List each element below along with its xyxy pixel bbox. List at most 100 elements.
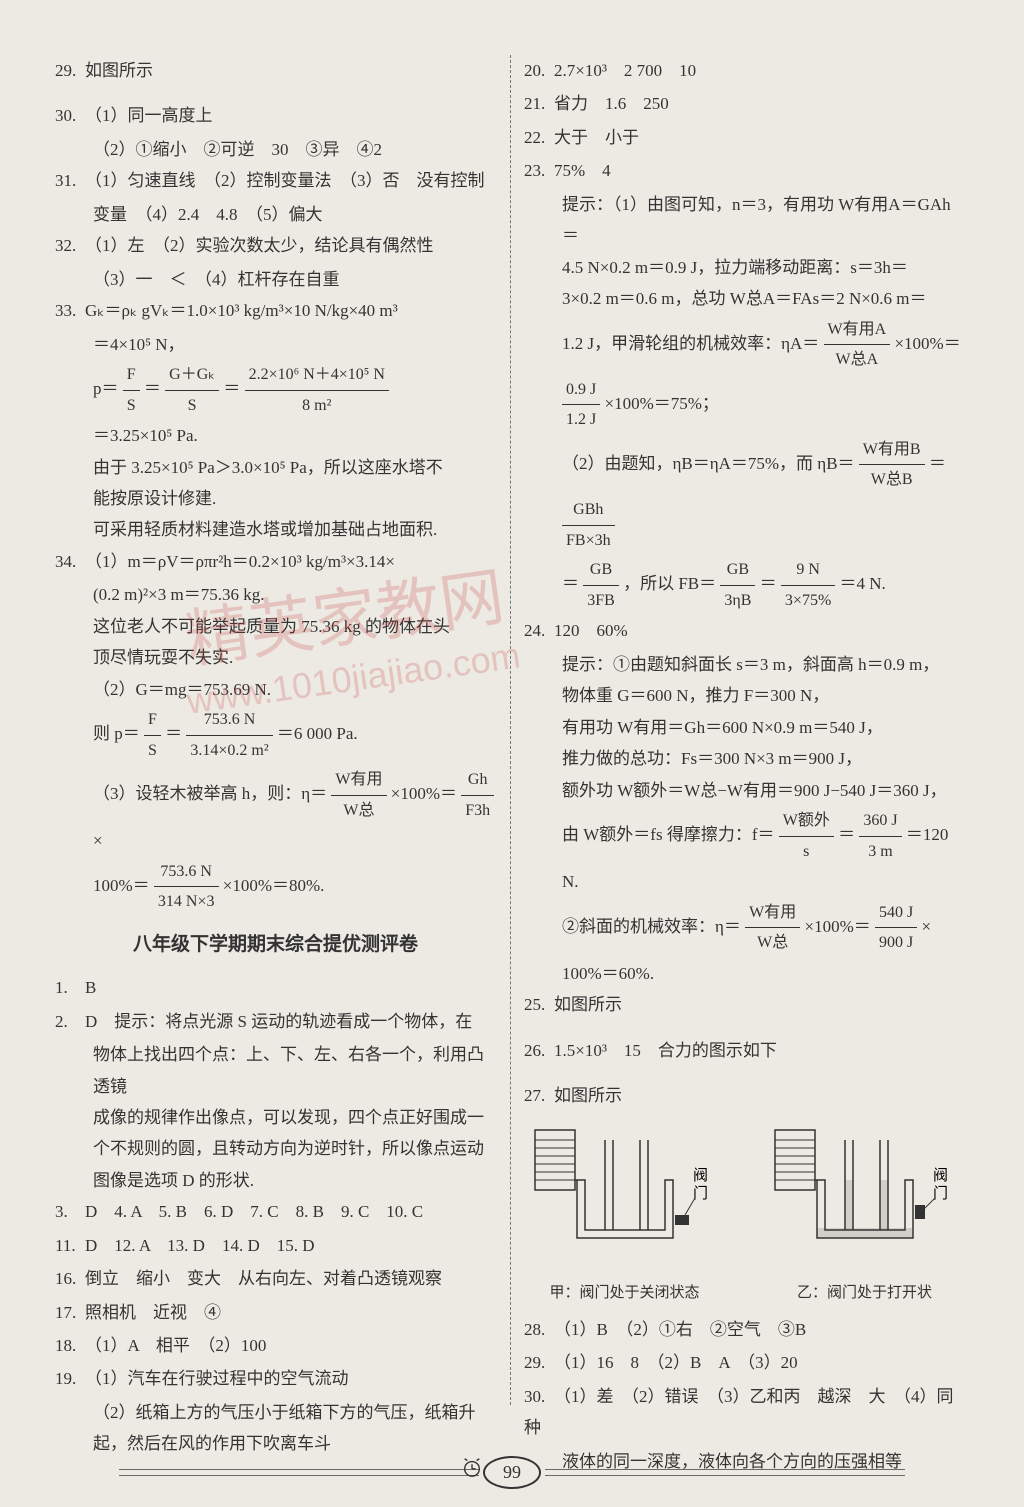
- frac-n: W有用: [745, 898, 800, 929]
- a25-t: 如图所示: [554, 995, 622, 1014]
- frac-d: 3×75%: [781, 586, 835, 616]
- a17: 17.照相机 近视 ④: [55, 1297, 496, 1328]
- q33-l2: ＝4×10⁵ N，: [55, 329, 496, 360]
- valve-caption-right: 乙：阀门处于打开状: [765, 1280, 965, 1308]
- a29-num: 29.: [524, 1347, 554, 1378]
- a19-l1: （1）汽车在行驶过程中的空气流动: [85, 1369, 349, 1388]
- frac-d: F3h: [461, 796, 494, 826]
- frac-n: W有用A: [824, 315, 891, 346]
- frac-n: 753.6 N: [186, 705, 272, 736]
- a2: 2.D 提示：将点光源 S 运动的轨迹看成一个物体，在: [55, 1006, 496, 1037]
- valve-closed-diagram: 阀门: [525, 1120, 725, 1270]
- frac-n: W有用: [331, 765, 386, 796]
- a26-t: 1.5×10³ 15 合力的图示如下: [554, 1041, 777, 1060]
- a26: 26.1.5×10³ 15 合力的图示如下: [524, 1035, 965, 1066]
- q34-l1: （1）m＝ρV＝ρπr²h＝0.2×10³ kg/m³×3.14×: [85, 552, 395, 571]
- a24-l2: 物体重 G＝600 N，推力 F＝300 N，: [524, 680, 965, 711]
- frac-n: GBh: [562, 495, 615, 526]
- a16-num: 16.: [55, 1263, 85, 1294]
- q34-l2: (0.2 m)²×3 m＝75.36 kg.: [55, 579, 496, 610]
- a2-l4: 个不规则的圆，且转动方向为逆时针，所以像点运动: [55, 1133, 496, 1164]
- a28: 28.（1）B （2）①右 ②空气 ③B: [524, 1314, 965, 1345]
- a18: 18.（1）A 相平 （2）100: [55, 1330, 496, 1361]
- a20-num: 20.: [524, 55, 554, 86]
- valve-open-diagram: 阀门: [765, 1120, 965, 1270]
- a29: 29.（1）16 8 （2）B A （3）20: [524, 1347, 965, 1378]
- a22-num: 22.: [524, 122, 554, 153]
- a27-t: 如图所示: [554, 1086, 622, 1105]
- q32-l1: （1）左 （2）实验次数太少，结论具有偶然性: [85, 236, 434, 255]
- eq: ×100%＝: [391, 784, 457, 803]
- a1: 1.B: [55, 972, 496, 1003]
- a23-l1: 提示：（1）由图可知，n＝3，有用功 W有用A＝GAh＝: [524, 189, 965, 252]
- frac-d: S: [123, 391, 140, 421]
- a19-num: 19.: [55, 1363, 85, 1394]
- frac-n: W有用B: [859, 435, 925, 466]
- q34-l5: （2）G＝mg＝753.69 N.: [55, 674, 496, 705]
- q30-l1: （1）同一高度上: [85, 106, 213, 125]
- frac-d: 3 m: [859, 837, 901, 867]
- a2-num: 2.: [55, 1006, 85, 1037]
- q32: 32.（1）左 （2）实验次数太少，结论具有偶然性: [55, 230, 496, 261]
- q29-num: 29.: [55, 55, 85, 86]
- a20: 20.2.7×10³ 2 700 10: [524, 55, 965, 86]
- a30-l1: （1）差 （2）错误 （3）乙和丙 越深 大 （4）同种: [524, 1387, 954, 1437]
- frac-d: 3FB: [583, 586, 619, 616]
- a22-t: 大于 小于: [554, 128, 639, 147]
- a23-l6: （2）由题知，ηB＝ηA＝75%，而 ηB＝ W有用BW总B ＝ GBhFB×3…: [524, 435, 965, 555]
- frac-d: s: [779, 837, 834, 867]
- q30-l2: （2）①缩小 ②可逆 30 ③异 ④2: [55, 134, 496, 165]
- a23-l3: 3×0.2 m＝0.6 m，总功 W总A＝FAs＝2 N×0.6 m＝: [524, 283, 965, 314]
- a24-l8: 100%＝60%.: [524, 958, 965, 989]
- a24-t: 120 60%: [554, 621, 628, 640]
- a2-l5: 图像是选项 D 的形状.: [55, 1165, 496, 1196]
- a3: 3.D 4. A 5. B 6. D 7. C 8. B 9. C 10. C: [55, 1196, 496, 1227]
- frac-d: W总: [331, 796, 386, 826]
- a23-l2: 4.5 N×0.2 m＝0.9 J，拉力端移动距离：s＝3h＝: [524, 252, 965, 283]
- frac-d: FB×3h: [562, 526, 615, 556]
- a24-l1: 提示：①由题知斜面长 s＝3 m，斜面高 h＝0.9 m，: [524, 649, 965, 680]
- a24-l3: 有用功 W有用＝Gh＝600 N×0.9 m＝540 J，: [524, 712, 965, 743]
- q31-num: 31.: [55, 165, 85, 196]
- a17-num: 17.: [55, 1297, 85, 1328]
- q33-l6: 能按原设计修建.: [55, 483, 496, 514]
- a17-t: 照相机 近视 ④: [85, 1303, 221, 1322]
- frac-n: GB: [720, 555, 755, 586]
- a24-l4: 推力做的总功：Fs＝300 N×3 m＝900 J，: [524, 743, 965, 774]
- a11: 11.D 12. A 13. D 14. D 15. D: [55, 1230, 496, 1261]
- q29: 29.如图所示: [55, 55, 496, 86]
- a24-l6: 由 W额外＝fs 得摩擦力：f＝ W额外s ＝ 360 J3 m ＝120 N.: [524, 806, 965, 898]
- frac-n: F: [123, 360, 140, 391]
- q33-l5: 由于 3.25×10⁵ Pa＞3.0×10⁵ Pa，所以这座水塔不: [55, 452, 496, 483]
- q34-l7a: （3）设轻木被举高 h，则：η＝: [93, 784, 327, 803]
- a1-num: 1.: [55, 972, 85, 1003]
- frac-n: W额外: [779, 806, 834, 837]
- a23-l5: 0.9 J1.2 J ×100%＝75%；: [524, 375, 965, 435]
- valve-right: 阀门 乙：阀门处于打开状: [765, 1120, 965, 1308]
- frac-d: W总A: [824, 345, 891, 375]
- a29-t: （1）16 8 （2）B A （3）20: [554, 1353, 798, 1372]
- eq: ＝: [165, 724, 182, 743]
- frac-n: 753.6 N: [154, 857, 219, 888]
- frac-d: 314 N×3: [154, 887, 219, 917]
- a2-l2: 物体上找出四个点：上、下、左、右各一个，利用凸透镜: [55, 1039, 496, 1102]
- a23-l4a: 1.2 J，甲滑轮组的机械效率：ηA＝: [562, 334, 819, 353]
- column-divider: [510, 55, 512, 1405]
- valve-diagram-pair: 阀门 甲：阀门处于关闭状态 阀门: [524, 1120, 965, 1308]
- a24: 24.120 60%: [524, 615, 965, 646]
- frac-n: 360 J: [859, 806, 901, 837]
- q34-l6c: ＝6 000 Pa.: [277, 724, 358, 743]
- q33-l4: ＝3.25×10⁵ Pa.: [55, 420, 496, 451]
- q32-l2: （3）一 ＜ （4）杠杆存在自重: [55, 264, 496, 295]
- a23-l7a: ＝: [562, 574, 579, 593]
- a3-num: 3.: [55, 1196, 85, 1227]
- frac-n: 2.2×10⁶ N＋4×10⁵ N: [245, 360, 389, 391]
- page-content: 29.如图所示 卡车 汽车 卡车 30.（1）同一高度上 （2）①缩小 ②可逆 …: [55, 55, 969, 1405]
- svg-text:阀门: 阀门: [933, 1167, 948, 1202]
- q34-l6a: 则 p＝: [93, 724, 140, 743]
- q29-text: 如图所示: [85, 61, 153, 80]
- a3-t: D 4. A 5. B 6. D 7. C 8. B 9. C 10. C: [85, 1202, 423, 1221]
- a23-l5b: ×100%＝75%；: [604, 394, 718, 413]
- a27-num: 27.: [524, 1080, 554, 1111]
- a25-num: 25.: [524, 989, 554, 1020]
